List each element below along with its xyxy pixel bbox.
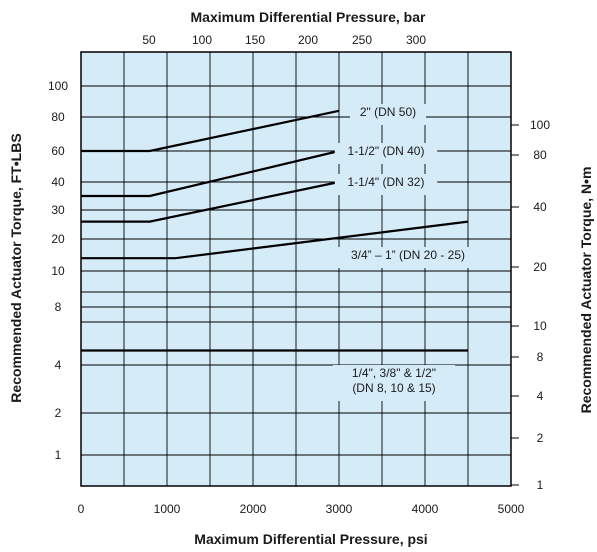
left-tick-label: 8: [55, 300, 62, 314]
x-tick-label: 5000: [498, 502, 525, 516]
x-tick-label: 0: [78, 502, 85, 516]
series-line: [81, 180, 340, 223]
series-label-background: [332, 365, 456, 401]
top-axis-ticks: 50 100 150 200 250 300: [142, 33, 426, 47]
right-tick-label: 40: [533, 200, 547, 214]
right-tick-label: 80: [533, 148, 547, 162]
top-tick-label: 300: [406, 33, 426, 47]
series-label: 1-1/2" (DN 40): [348, 144, 425, 158]
right-tick-label: 20: [533, 260, 547, 274]
left-tick-label: 10: [51, 264, 65, 278]
left-axis-ticks: 1 2 4 8 10 20 30 40 60 80 100: [48, 79, 68, 462]
right-axis-ticks: 1 2 4 8 10 20 40 80 100: [511, 118, 550, 492]
series-label-background: [330, 247, 486, 268]
series-line: [81, 220, 469, 260]
top-axis-title: Maximum Differential Pressure, bar: [191, 9, 427, 25]
x-axis-title: Maximum Differential Pressure, psi: [194, 531, 427, 547]
left-tick-label: 2: [55, 406, 62, 420]
series-lines: 2" (DN 50) 1-1/2" (DN 40) 1-1/4" (DN 32) 3/…: [81, 104, 486, 401]
x-tick-label: 2000: [240, 502, 267, 516]
x-tick-label: 3000: [326, 502, 353, 516]
right-tick-label: 8: [537, 350, 544, 364]
left-tick-label: 4: [55, 358, 62, 372]
left-tick-label: 100: [48, 79, 68, 93]
left-tick-label: 30: [51, 203, 65, 217]
series-label: 1-1/4" (DN 32): [348, 175, 425, 189]
x-tick-label: 1000: [154, 502, 181, 516]
series-label-background: [350, 104, 426, 125]
right-tick-label: 2: [537, 431, 544, 445]
right-tick-label: 1: [537, 478, 544, 492]
series-label: 2" (DN 50): [360, 105, 416, 119]
series-label: 1/4", 3/8" & 1/2": [352, 366, 436, 380]
series-label-background: [334, 143, 438, 164]
series-line: [81, 149, 340, 198]
top-tick-label: 100: [192, 33, 212, 47]
top-tick-label: 200: [298, 33, 318, 47]
left-tick-label: 80: [51, 110, 65, 124]
right-tick-label: 100: [530, 118, 550, 132]
left-tick-label: 20: [51, 232, 65, 246]
series-label: (DN 8, 10 & 15): [352, 381, 435, 395]
left-tick-label: 1: [55, 448, 62, 462]
top-tick-label: 50: [142, 33, 156, 47]
bottom-axis-ticks: 0 1000 2000 3000 4000 5000: [78, 502, 525, 516]
top-tick-label: 250: [352, 33, 372, 47]
right-tick-label: 10: [533, 319, 547, 333]
series-label: 3/4” – 1” (DN 20 - 25): [351, 248, 465, 262]
x-tick-label: 4000: [412, 502, 439, 516]
series-label-background: [334, 174, 438, 195]
y-axis-title-right: Recommended Actuator Torque, N•m: [578, 167, 594, 414]
left-tick-label: 60: [51, 144, 65, 158]
y-axis-title-left: Recommended Actuator Torque, FT•LBS: [8, 133, 24, 402]
series-line: [81, 109, 340, 153]
right-tick-label: 4: [537, 389, 544, 403]
top-tick-label: 150: [245, 33, 265, 47]
left-tick-label: 40: [51, 175, 65, 189]
